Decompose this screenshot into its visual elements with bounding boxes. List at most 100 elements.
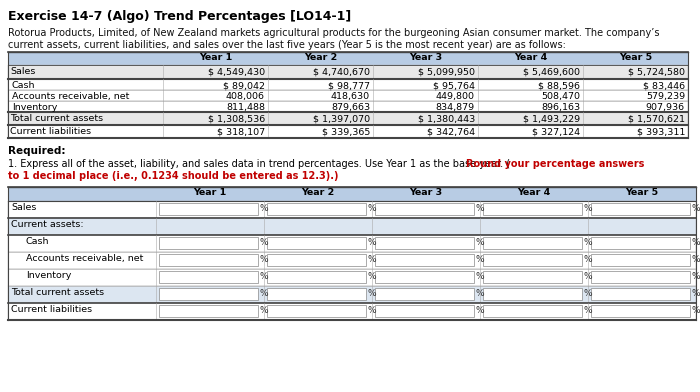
Bar bbox=[483, 271, 582, 283]
Text: Year 4: Year 4 bbox=[517, 188, 551, 197]
Text: Accounts receivable, net: Accounts receivable, net bbox=[12, 92, 130, 101]
Text: 834,879: 834,879 bbox=[436, 103, 475, 112]
Text: 1. Express all of the asset, liability, and sales data in trend percentages. Use: 1. Express all of the asset, liability, … bbox=[8, 159, 510, 169]
Text: 879,663: 879,663 bbox=[331, 103, 370, 112]
Bar bbox=[8, 269, 696, 286]
Text: Year 1: Year 1 bbox=[199, 53, 232, 62]
Text: $ 4,549,430: $ 4,549,430 bbox=[208, 67, 265, 76]
Text: Total current assets: Total current assets bbox=[10, 114, 103, 123]
Text: Year 2: Year 2 bbox=[302, 188, 335, 197]
Text: Year 4: Year 4 bbox=[514, 53, 547, 62]
Text: %: % bbox=[368, 306, 377, 315]
Text: 449,800: 449,800 bbox=[436, 92, 475, 101]
Text: %: % bbox=[476, 272, 484, 281]
Bar bbox=[159, 271, 258, 283]
Text: Inventory: Inventory bbox=[12, 103, 57, 112]
Bar bbox=[267, 237, 366, 249]
Bar bbox=[483, 288, 582, 300]
Text: $ 83,446: $ 83,446 bbox=[643, 81, 685, 90]
Bar bbox=[8, 112, 688, 125]
Text: 408,006: 408,006 bbox=[226, 92, 265, 101]
Text: Sales: Sales bbox=[11, 203, 36, 212]
Text: %: % bbox=[260, 238, 269, 247]
Text: %: % bbox=[260, 272, 269, 281]
Text: Accounts receivable, net: Accounts receivable, net bbox=[26, 254, 144, 263]
Text: %: % bbox=[260, 306, 269, 315]
Bar bbox=[483, 237, 582, 249]
Text: $ 1,397,070: $ 1,397,070 bbox=[313, 114, 370, 123]
Bar bbox=[591, 254, 690, 266]
Text: Rotorua Products, Limited, of New Zealand markets agricultural products for the : Rotorua Products, Limited, of New Zealan… bbox=[8, 28, 659, 38]
Text: %: % bbox=[584, 306, 593, 315]
Text: $ 5,099,950: $ 5,099,950 bbox=[418, 67, 475, 76]
Bar bbox=[8, 235, 696, 252]
Bar bbox=[591, 271, 690, 283]
Text: Current assets:: Current assets: bbox=[11, 220, 83, 229]
Text: %: % bbox=[692, 238, 700, 247]
Bar bbox=[483, 203, 582, 215]
Text: $ 339,365: $ 339,365 bbox=[321, 127, 370, 136]
Text: $ 89,042: $ 89,042 bbox=[223, 81, 265, 90]
Text: $ 1,493,229: $ 1,493,229 bbox=[523, 114, 580, 123]
Bar bbox=[8, 218, 696, 235]
Text: Sales: Sales bbox=[10, 67, 36, 76]
Bar bbox=[8, 303, 696, 320]
Text: Current liabilities: Current liabilities bbox=[11, 305, 92, 314]
Text: $ 5,469,600: $ 5,469,600 bbox=[523, 67, 580, 76]
Text: Required:: Required: bbox=[8, 146, 66, 156]
Text: %: % bbox=[368, 272, 377, 281]
Text: $ 1,308,536: $ 1,308,536 bbox=[208, 114, 265, 123]
Text: %: % bbox=[368, 238, 377, 247]
Text: %: % bbox=[584, 255, 593, 264]
Text: %: % bbox=[584, 289, 593, 298]
Text: 907,936: 907,936 bbox=[646, 103, 685, 112]
Bar bbox=[159, 237, 258, 249]
Text: $ 1,380,443: $ 1,380,443 bbox=[418, 114, 475, 123]
Bar bbox=[8, 65, 688, 79]
Text: Cash: Cash bbox=[12, 81, 36, 90]
Text: Year 1: Year 1 bbox=[193, 188, 227, 197]
Text: $ 98,777: $ 98,777 bbox=[328, 81, 370, 90]
Text: Total current assets: Total current assets bbox=[11, 288, 104, 297]
Bar bbox=[159, 288, 258, 300]
Bar bbox=[375, 237, 474, 249]
Text: %: % bbox=[584, 272, 593, 281]
Bar bbox=[159, 305, 258, 317]
Text: $ 88,596: $ 88,596 bbox=[538, 81, 580, 90]
Text: Round your percentage answers: Round your percentage answers bbox=[466, 159, 645, 169]
Bar bbox=[375, 288, 474, 300]
Bar bbox=[591, 237, 690, 249]
Bar bbox=[8, 90, 688, 101]
Text: %: % bbox=[584, 204, 593, 213]
Text: to 1 decimal place (i.e., 0.1234 should be entered as 12.3).): to 1 decimal place (i.e., 0.1234 should … bbox=[8, 171, 339, 181]
Text: Inventory: Inventory bbox=[26, 271, 71, 280]
Text: %: % bbox=[692, 204, 700, 213]
Text: 508,470: 508,470 bbox=[541, 92, 580, 101]
Bar bbox=[267, 288, 366, 300]
Bar bbox=[8, 79, 688, 90]
Bar bbox=[8, 187, 696, 201]
Bar bbox=[267, 305, 366, 317]
Bar bbox=[375, 271, 474, 283]
Text: current assets, current liabilities, and sales over the last five years (Year 5 : current assets, current liabilities, and… bbox=[8, 40, 566, 50]
Text: %: % bbox=[692, 306, 700, 315]
Bar bbox=[483, 254, 582, 266]
Text: Year 2: Year 2 bbox=[304, 53, 337, 62]
Text: %: % bbox=[476, 255, 484, 264]
Text: Current liabilities: Current liabilities bbox=[10, 127, 91, 136]
Text: %: % bbox=[692, 289, 700, 298]
Bar bbox=[159, 203, 258, 215]
Bar bbox=[375, 305, 474, 317]
Text: %: % bbox=[692, 272, 700, 281]
Text: %: % bbox=[476, 238, 484, 247]
Text: 418,630: 418,630 bbox=[331, 92, 370, 101]
Text: %: % bbox=[476, 306, 484, 315]
Text: $ 4,740,670: $ 4,740,670 bbox=[313, 67, 370, 76]
Text: 579,239: 579,239 bbox=[646, 92, 685, 101]
Text: Exercise 14-7 (Algo) Trend Percentages [LO14-1]: Exercise 14-7 (Algo) Trend Percentages [… bbox=[8, 10, 351, 23]
Bar bbox=[591, 288, 690, 300]
Text: %: % bbox=[368, 255, 377, 264]
Text: %: % bbox=[368, 289, 377, 298]
Bar bbox=[8, 125, 688, 138]
Text: $ 318,107: $ 318,107 bbox=[217, 127, 265, 136]
